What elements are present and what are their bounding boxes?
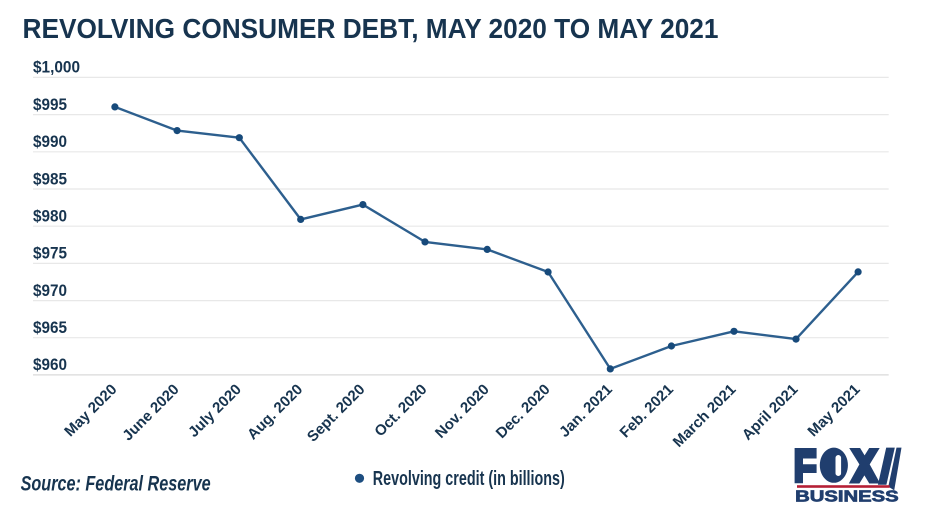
svg-text:BUSINESS: BUSINESS <box>795 489 899 506</box>
svg-text:Revolving credit (in billions): Revolving credit (in billions) <box>373 468 565 490</box>
svg-text:$975: $975 <box>33 244 67 263</box>
svg-text:$960: $960 <box>33 355 67 374</box>
svg-text:$995: $995 <box>33 95 67 114</box>
svg-text:Source: Federal Reserve: Source: Federal Reserve <box>21 473 211 496</box>
svg-text:$970: $970 <box>33 281 67 300</box>
svg-text:$985: $985 <box>33 169 67 188</box>
svg-text:$965: $965 <box>33 318 67 337</box>
svg-text:$990: $990 <box>33 132 67 151</box>
svg-text:$980: $980 <box>33 207 67 226</box>
svg-text:$1,000: $1,000 <box>33 58 80 77</box>
svg-text:REVOLVING CONSUMER DEBT, MAY 2: REVOLVING CONSUMER DEBT, MAY 2020 TO MAY… <box>23 13 719 44</box>
